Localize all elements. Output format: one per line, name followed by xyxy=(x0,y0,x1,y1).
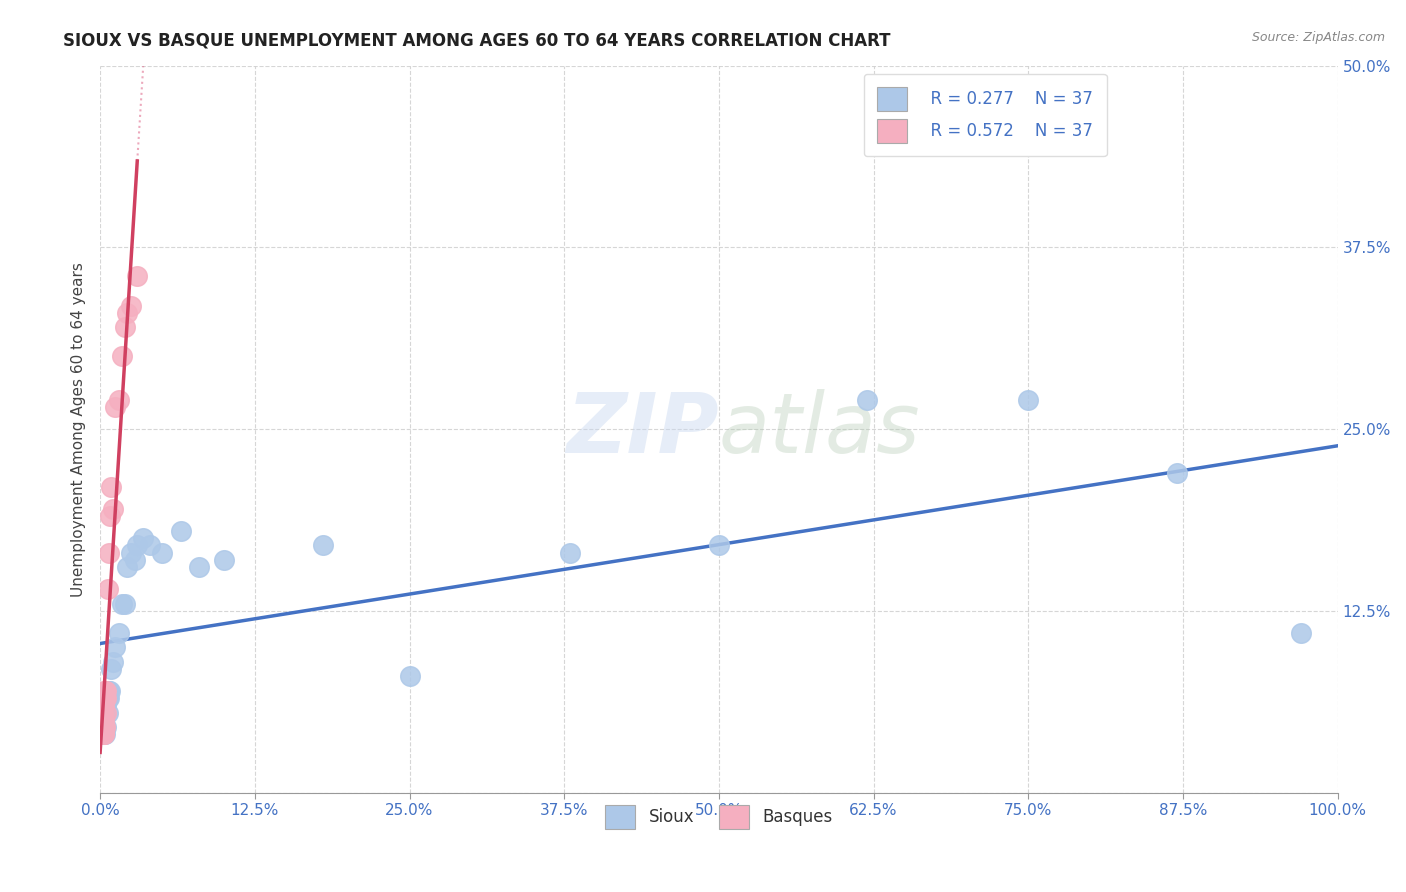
Point xyxy=(117,306,139,320)
Point xyxy=(101,502,124,516)
Point xyxy=(98,509,121,524)
Point xyxy=(188,560,211,574)
Point xyxy=(93,713,115,727)
Point xyxy=(94,727,117,741)
Legend: Sioux, Basques: Sioux, Basques xyxy=(599,798,839,835)
Point xyxy=(93,698,115,713)
Point xyxy=(114,597,136,611)
Point xyxy=(1017,392,1039,407)
Point xyxy=(96,720,118,734)
Point xyxy=(90,713,112,727)
Text: ZIP: ZIP xyxy=(567,389,718,469)
Point xyxy=(120,546,142,560)
Text: Source: ZipAtlas.com: Source: ZipAtlas.com xyxy=(1251,31,1385,45)
Point xyxy=(91,713,114,727)
Point xyxy=(97,546,120,560)
Point xyxy=(127,538,149,552)
Point xyxy=(100,480,122,494)
Point xyxy=(96,706,118,720)
Text: SIOUX VS BASQUE UNEMPLOYMENT AMONG AGES 60 TO 64 YEARS CORRELATION CHART: SIOUX VS BASQUE UNEMPLOYMENT AMONG AGES … xyxy=(63,31,891,49)
Point xyxy=(707,538,730,552)
Point xyxy=(398,669,420,683)
Point xyxy=(93,727,115,741)
Point xyxy=(132,531,155,545)
Point xyxy=(111,597,134,611)
Point xyxy=(97,691,120,706)
Point xyxy=(93,720,115,734)
Point xyxy=(94,706,117,720)
Point xyxy=(120,299,142,313)
Point xyxy=(111,350,134,364)
Point xyxy=(94,720,117,734)
Point xyxy=(127,269,149,284)
Point xyxy=(104,401,127,415)
Point xyxy=(100,662,122,676)
Y-axis label: Unemployment Among Ages 60 to 64 years: Unemployment Among Ages 60 to 64 years xyxy=(72,261,86,597)
Point xyxy=(107,392,129,407)
Point xyxy=(104,640,127,655)
Point xyxy=(97,684,120,698)
Point xyxy=(1166,466,1188,480)
Point xyxy=(90,720,112,734)
Point xyxy=(212,553,235,567)
Point xyxy=(138,538,160,552)
Point xyxy=(114,320,136,334)
Point xyxy=(91,706,114,720)
Point xyxy=(96,691,118,706)
Point xyxy=(93,684,115,698)
Point xyxy=(93,691,115,706)
Point xyxy=(91,691,114,706)
Point xyxy=(560,546,582,560)
Point xyxy=(169,524,191,538)
Point xyxy=(312,538,335,552)
Point xyxy=(93,727,115,741)
Point xyxy=(117,560,139,574)
Point xyxy=(90,727,112,741)
Point xyxy=(96,698,118,713)
Point xyxy=(93,727,115,741)
Point xyxy=(96,582,118,596)
Point xyxy=(98,684,121,698)
Point xyxy=(91,720,114,734)
Point xyxy=(91,698,114,713)
Point xyxy=(96,706,118,720)
Point xyxy=(107,625,129,640)
Point xyxy=(856,392,879,407)
Point xyxy=(96,691,118,706)
Point xyxy=(96,684,118,698)
Text: atlas: atlas xyxy=(718,389,921,469)
Point xyxy=(94,691,117,706)
Point xyxy=(91,727,114,741)
Point xyxy=(150,546,173,560)
Point xyxy=(96,684,118,698)
Point xyxy=(94,684,117,698)
Point xyxy=(1289,625,1312,640)
Point xyxy=(96,691,118,706)
Point xyxy=(90,727,112,741)
Point xyxy=(91,727,114,741)
Point xyxy=(91,727,114,741)
Point xyxy=(101,655,124,669)
Point xyxy=(90,706,112,720)
Point xyxy=(124,553,146,567)
